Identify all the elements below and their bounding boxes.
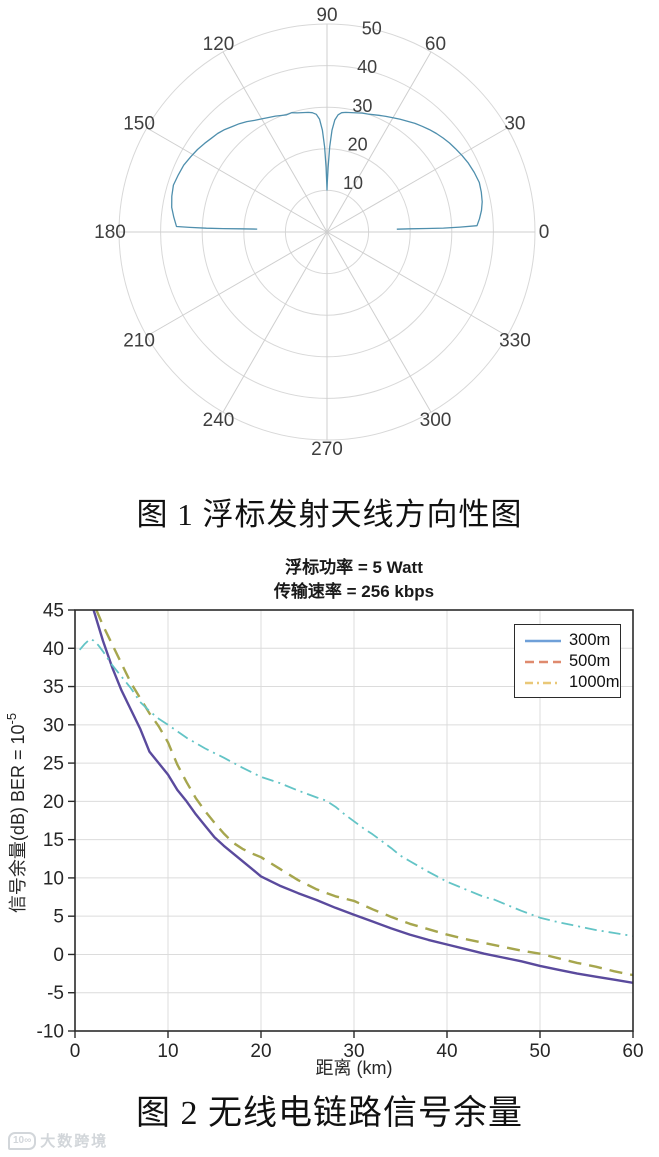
chart2-series — [79, 610, 633, 984]
polar-grid-spoke — [326, 231, 432, 413]
chart2-ticks: 0 10 20 30 40 50 60 -10 -5 0 5 10 15 20 25 30 35 40 45 — [37, 601, 644, 1063]
polar-radial-label: 40 — [357, 57, 377, 77]
y-tick-label: 0 — [53, 945, 64, 966]
polar-grid-spoke — [222, 231, 328, 413]
polar-angle-label: 180 — [94, 222, 126, 243]
y-tick-label: 45 — [43, 601, 64, 622]
polar-angle-label: 90 — [316, 5, 337, 26]
polar-angle-label: 150 — [123, 114, 155, 135]
x-axis-label: 距离 (km) — [316, 1058, 393, 1078]
polar-grid-spoke — [326, 51, 432, 233]
legend-item-1000m: 1000m — [523, 672, 620, 693]
y-tick-label: -10 — [37, 1022, 64, 1043]
chart2-title-line2: 传输速率 = 256 kbps — [273, 581, 434, 601]
polar-angle-label: 0 — [539, 222, 550, 243]
watermark: 10∞ 大数跨境 — [8, 1130, 108, 1151]
x-tick-label: 40 — [436, 1041, 457, 1062]
polar-grid-spoke — [326, 127, 508, 233]
y-tick-label: 35 — [43, 677, 64, 698]
y-tick-label: 20 — [43, 792, 64, 813]
legend-item-300m: 300m — [523, 630, 620, 651]
y-tick-label: 5 — [53, 907, 64, 928]
x-tick-label: 50 — [529, 1041, 550, 1062]
polar-grid-spoke — [146, 231, 328, 337]
polar-radial-label: 20 — [348, 135, 368, 155]
polar-radial-label: 10 — [343, 173, 363, 193]
y-tick-label: 25 — [43, 754, 64, 775]
polar-angle-label: 30 — [504, 114, 525, 135]
series-300m-line — [92, 610, 633, 984]
polar-angle-labels: 0 30 60 90 120 150 180 210 240 270 300 330 — [94, 5, 549, 460]
series-500m-line — [95, 610, 633, 977]
polar-angle-label: 210 — [123, 331, 155, 352]
polar-grid — [118, 23, 536, 441]
x-tick-label: 10 — [157, 1041, 178, 1062]
y-tick-label: 10 — [43, 868, 64, 889]
polar-angle-label: 300 — [420, 410, 452, 431]
polar-grid-spoke — [326, 231, 508, 337]
y-tick-label: 30 — [43, 715, 64, 736]
figure1-caption: 图 1 浮标发射天线方向性图 — [136, 497, 523, 532]
watermark-logo-icon: 10∞ — [8, 1131, 37, 1150]
line-chart-figure2: 浮标功率 = 5 Watt 传输速率 = 256 kbps 距离 (km) 信号… — [4, 557, 644, 1078]
x-tick-label: 60 — [622, 1041, 643, 1062]
chart2-title-line1: 浮标功率 = 5 Watt — [285, 557, 423, 577]
polar-grid-spoke — [222, 51, 328, 233]
y-tick-label: 40 — [43, 639, 64, 660]
polar-angle-label: 330 — [499, 331, 531, 352]
x-tick-label: 0 — [70, 1041, 81, 1062]
legend-label: 1000m — [569, 673, 620, 691]
polar-angle-label: 270 — [311, 439, 343, 460]
figure2-caption: 图 2 无线电链路信号余量 — [136, 1095, 523, 1132]
polar-radial-label: 30 — [352, 96, 372, 116]
polar-radial-label: 50 — [362, 18, 382, 38]
x-tick-label: 20 — [250, 1041, 271, 1062]
legend: 300m 500m 1000m — [514, 624, 621, 698]
y-tick-label: 15 — [43, 830, 64, 851]
polar-grid-spoke — [146, 127, 328, 233]
watermark-text: 大数跨境 — [40, 1133, 109, 1150]
antenna-pattern-curve — [171, 111, 483, 230]
legend-item-500m: 500m — [523, 651, 620, 672]
series-1000m-line — [79, 638, 633, 937]
y-tick-label: -5 — [47, 983, 64, 1004]
legend-label: 300m — [569, 631, 611, 649]
polar-chart-figure1: 0 30 60 90 120 150 180 210 240 270 300 330 10 20 30 40 5… — [94, 5, 549, 460]
polar-radial-labels: 10 20 30 40 50 — [343, 18, 382, 193]
polar-angle-label: 120 — [203, 34, 235, 55]
polar-angle-label: 60 — [425, 34, 446, 55]
legend-label: 500m — [569, 652, 611, 670]
y-axis-label: 信号余量(dB) BER = 10-5 — [4, 713, 28, 913]
polar-angle-label: 240 — [203, 410, 235, 431]
x-tick-label: 30 — [343, 1041, 364, 1062]
